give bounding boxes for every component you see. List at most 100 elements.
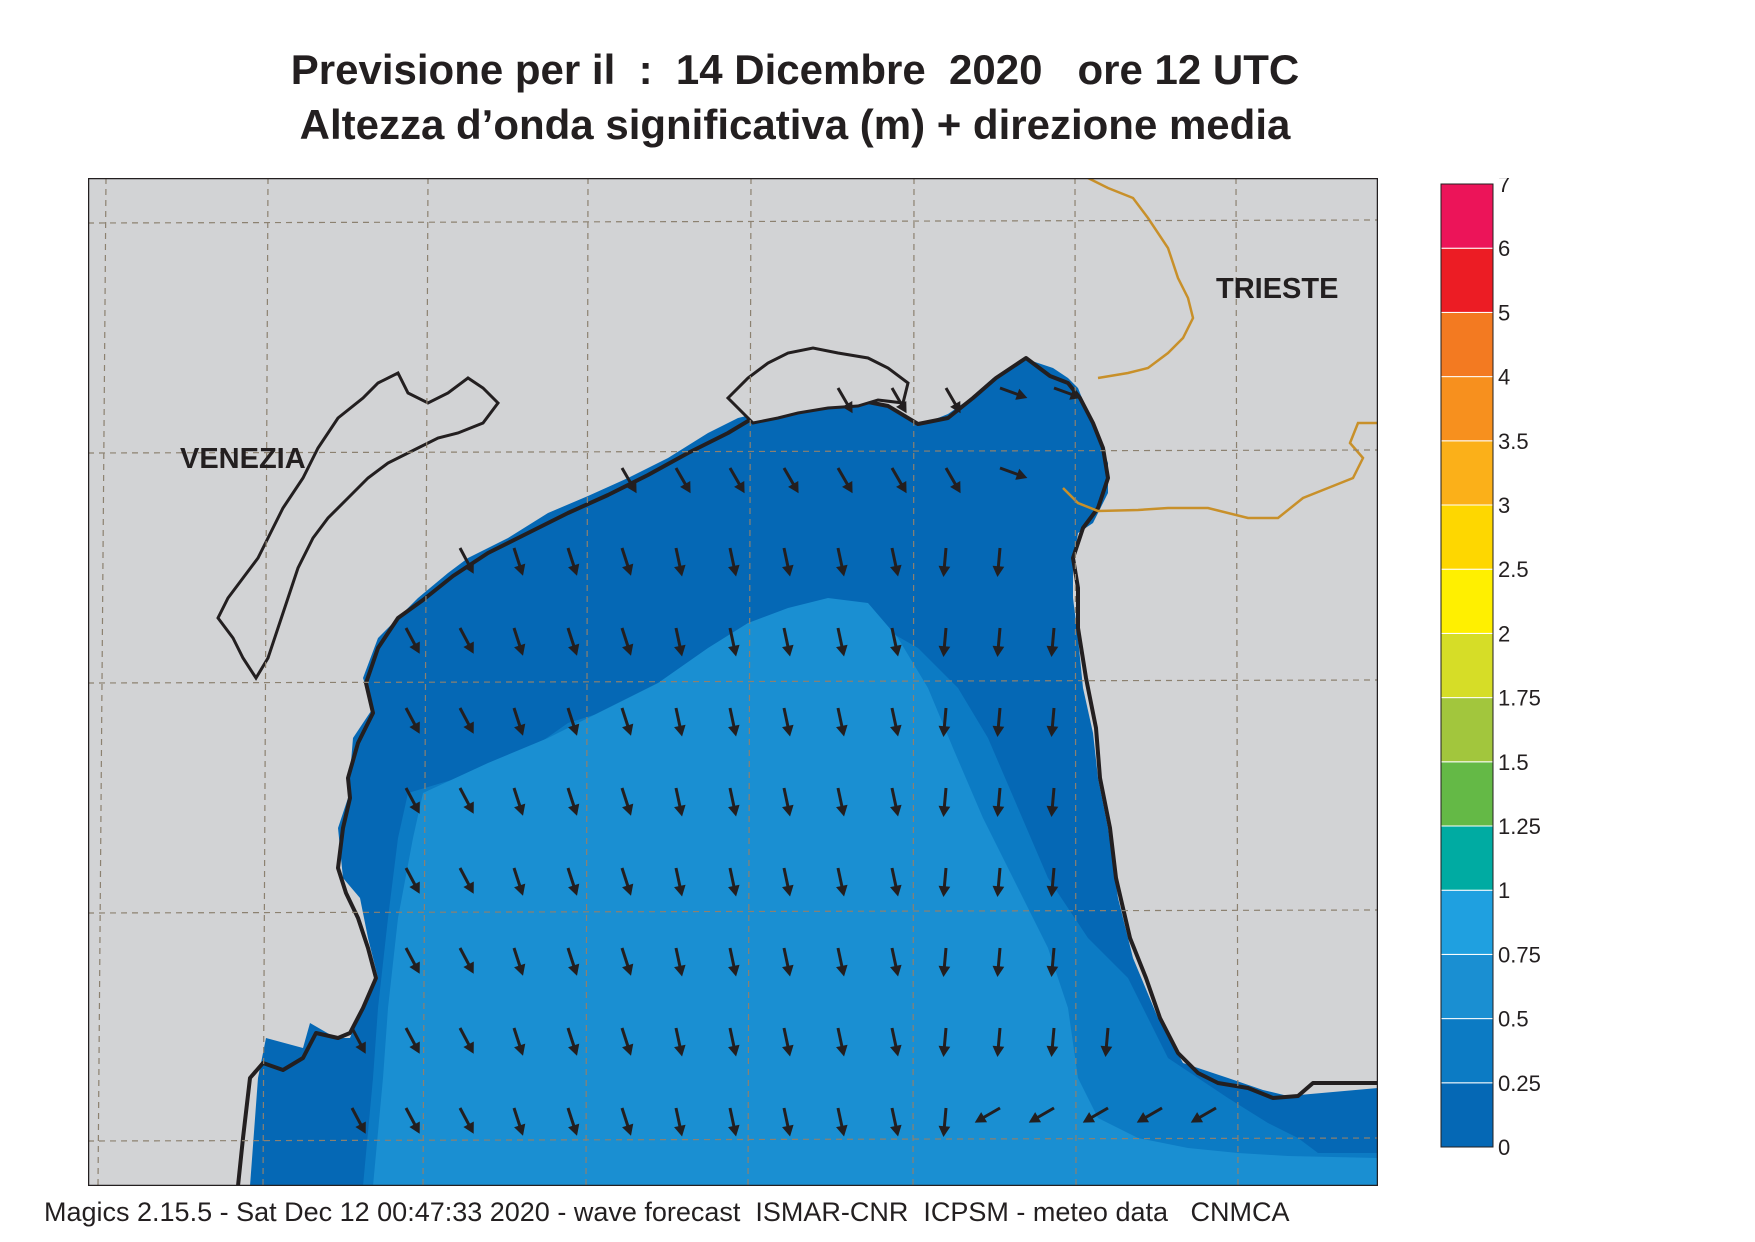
direction-arrow-head — [622, 963, 634, 976]
direction-arrow-head — [950, 400, 961, 414]
direction-arrow-head — [728, 1044, 740, 1057]
direction-arrow-head — [890, 964, 902, 977]
direction-arrow-head — [463, 961, 474, 974]
country-border — [1062, 178, 1378, 520]
direction-arrow-head — [836, 964, 848, 977]
direction-arrow-head — [568, 563, 580, 576]
direction-arrow-head — [728, 1124, 740, 1137]
direction-arrow-head — [674, 804, 686, 817]
direction-arrow-head — [463, 641, 474, 654]
direction-arrow-head — [842, 480, 853, 494]
legend-labels: 0 0.25 0.5 0.75 1 1.25 1.5 1.75 2 2.5 3 3.5 4 5 6 7 — [1498, 178, 1541, 1158]
direction-arrow-head — [409, 961, 420, 974]
legend-swatch — [1440, 953, 1494, 1020]
direction-arrow-head — [1046, 965, 1059, 978]
legend-swatch — [1440, 247, 1494, 313]
legend-swatch — [1440, 183, 1494, 249]
direction-arrow-head — [622, 1123, 634, 1136]
direction-arrow-head — [568, 723, 580, 736]
direction-arrow-head — [514, 803, 526, 816]
direction-arrow-head — [728, 724, 740, 737]
direction-arrow-head — [409, 881, 420, 894]
direction-arrow-head — [992, 725, 1005, 738]
direction-arrow-head — [1136, 1112, 1150, 1123]
direction-arrow-head — [514, 883, 526, 896]
direction-arrow-head — [992, 965, 1005, 978]
city-label-trieste: TRIESTE — [1216, 273, 1338, 305]
direction-arrow-head — [992, 645, 1005, 658]
direction-arrow-head — [514, 1043, 526, 1056]
direction-arrow-head — [674, 884, 686, 897]
direction-arrow-head — [836, 564, 848, 577]
legend-swatch — [1440, 825, 1494, 891]
legend-label: 1 — [1498, 878, 1510, 903]
direction-arrow-head — [1046, 725, 1059, 738]
direction-arrow-head — [782, 964, 794, 977]
direction-arrow-head — [782, 1044, 794, 1057]
direction-arrow-head — [674, 724, 686, 737]
direction-arrow-head — [514, 563, 526, 576]
direction-arrow-head — [938, 1045, 951, 1058]
direction-arrow-head — [728, 804, 740, 817]
direction-arrow-head — [463, 801, 474, 814]
direction-arrow-head — [568, 643, 580, 656]
map-subtitle: Altezza d’onda significativa (m) + direz… — [299, 101, 1291, 148]
direction-arrow-head — [674, 564, 686, 577]
direction-arrow-head — [622, 1043, 634, 1056]
legend-label: 2 — [1498, 621, 1510, 646]
legend-label: 0.5 — [1498, 1007, 1529, 1032]
legend-label: 0.75 — [1498, 942, 1541, 967]
direction-arrow-head — [842, 400, 853, 414]
direction-arrow-head — [1069, 388, 1082, 400]
direction-arrow-head — [1015, 388, 1028, 400]
legend-label: 1.75 — [1498, 686, 1541, 711]
direction-arrow-head — [568, 1043, 580, 1056]
direction-arrow-head — [568, 803, 580, 816]
direction-arrow-head — [728, 564, 740, 577]
direction-arrow-head — [992, 565, 1005, 578]
direction-arrow-head — [1046, 645, 1059, 658]
direction-arrow-head — [788, 480, 799, 494]
legend-swatch — [1440, 761, 1494, 827]
wave-height-map: VENEZIA TRIESTE — [88, 178, 1378, 1186]
direction-arrow-head — [626, 480, 637, 494]
direction-arrow-head — [938, 725, 951, 738]
direction-arrow-head — [836, 1124, 848, 1137]
legend-label: 1.5 — [1498, 750, 1529, 775]
direction-arrow-head — [409, 641, 420, 654]
direction-arrow-head — [1190, 1112, 1204, 1123]
legend-swatch — [1440, 376, 1494, 442]
direction-arrow-head — [674, 1124, 686, 1137]
direction-arrow-head — [622, 723, 634, 736]
legend-label: 3.5 — [1498, 429, 1529, 454]
direction-arrow-head — [938, 1125, 951, 1138]
direction-arrow-head — [514, 723, 526, 736]
direction-arrow-head — [938, 885, 951, 898]
direction-arrow-head — [938, 565, 951, 578]
direction-arrow-head — [1046, 885, 1059, 898]
direction-arrow-head — [890, 1124, 902, 1137]
legend-swatch — [1440, 311, 1494, 378]
direction-arrow-head — [938, 965, 951, 978]
direction-arrow-head — [409, 1041, 420, 1054]
direction-arrow-head — [992, 885, 1005, 898]
direction-arrow-head — [622, 563, 634, 576]
legend-label: 1.25 — [1498, 814, 1541, 839]
direction-arrow-head — [890, 884, 902, 897]
legend-label: 4 — [1498, 365, 1510, 390]
direction-arrow-head — [409, 801, 420, 814]
color-legend: 0 0.25 0.5 0.75 1 1.25 1.5 1.75 2 2.5 3 3.5 4 5 6 7 — [1440, 178, 1541, 1158]
direction-arrow-head — [782, 804, 794, 817]
direction-arrow-head — [890, 1044, 902, 1057]
legend-label: 0 — [1498, 1135, 1510, 1158]
direction-arrow-head — [782, 644, 794, 657]
direction-arrow-head — [992, 805, 1005, 818]
direction-arrow-head — [782, 1124, 794, 1137]
direction-arrow-head — [355, 1041, 366, 1054]
direction-arrow-head — [938, 805, 951, 818]
direction-arrow-head — [622, 883, 634, 896]
direction-arrow-head — [836, 724, 848, 737]
direction-arrow-head — [728, 964, 740, 977]
direction-arrow-head — [890, 724, 902, 737]
direction-arrow-head — [355, 1121, 366, 1134]
